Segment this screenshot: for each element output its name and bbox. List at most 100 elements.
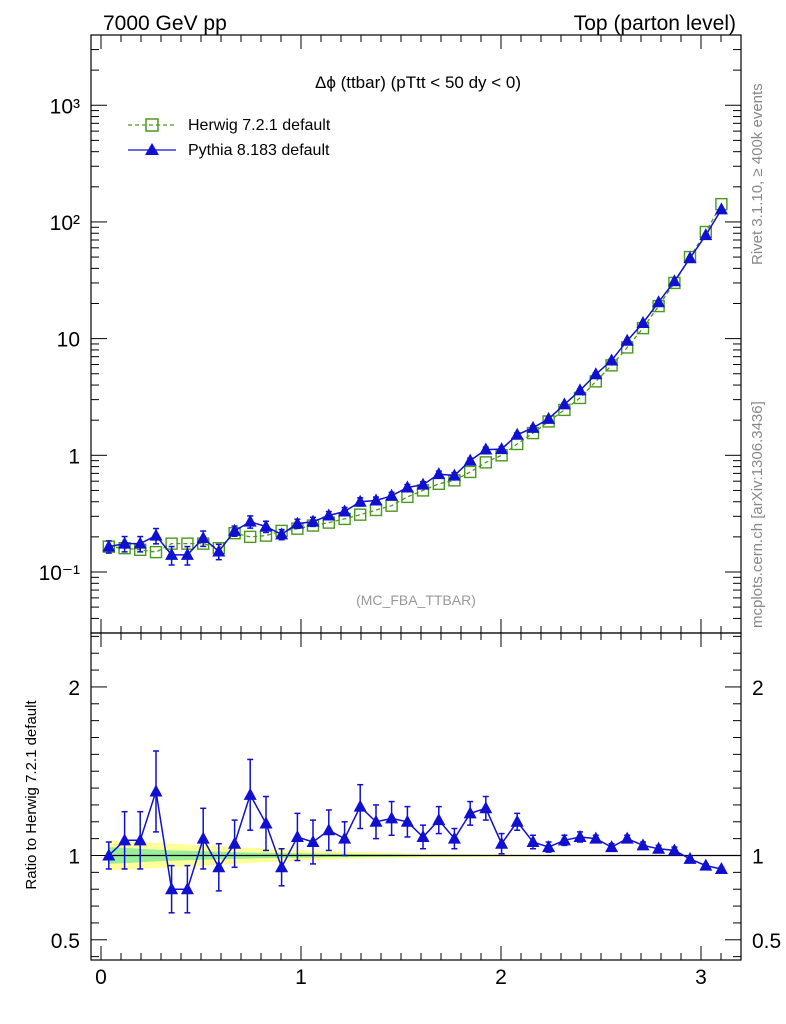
ratio-pythia-marker — [180, 882, 194, 895]
ratio-pythia-marker — [683, 851, 697, 864]
pythia-marker — [557, 397, 571, 410]
ratio-pythia-marker — [165, 882, 179, 895]
ratio-pythia-marker — [369, 814, 383, 827]
ratio-pythia-marker — [102, 848, 116, 861]
ratio-pythia-marker — [338, 831, 352, 844]
y-tick-label: 10² — [50, 212, 80, 235]
pythia-marker — [573, 383, 587, 396]
ratio-pythia-marker — [196, 831, 210, 844]
y-tick-label: 10 — [57, 329, 80, 352]
legend-marker-pythia — [145, 143, 159, 155]
x-tick-label: 1 — [295, 966, 307, 989]
pythia-marker — [495, 442, 509, 455]
x-tick-label: 2 — [495, 966, 507, 989]
ratio-pythia-marker — [400, 814, 414, 827]
ratio-pythia-marker — [447, 831, 461, 844]
ratio-y-tick-label-left: 2 — [68, 677, 80, 700]
ratio-pythia-marker — [432, 813, 446, 826]
pythia-marker — [463, 453, 477, 466]
pythia-marker — [212, 544, 226, 557]
ratio-pythia-marker — [149, 784, 163, 797]
herwig-marker — [511, 437, 524, 451]
ratio-pythia-marker — [573, 829, 587, 842]
y-tick-label: 10³ — [50, 95, 80, 118]
ratio-y-tick-label-left: 1 — [68, 845, 80, 868]
ratio-pythia-marker — [385, 811, 399, 824]
y-tick-label: 1 — [68, 445, 80, 468]
ratio-pythia-marker — [620, 831, 634, 844]
ratio-pythia-marker — [510, 814, 524, 827]
ratio-pythia-marker — [636, 838, 650, 851]
ratio-pythia-marker — [275, 860, 289, 873]
herwig-marker — [401, 490, 414, 504]
ratio-pythia-marker — [557, 833, 571, 846]
pythia-marker — [149, 528, 163, 541]
pythia-marker — [353, 494, 367, 507]
header-left: 7000 GeV pp — [103, 12, 227, 35]
pythia-marker — [683, 251, 697, 264]
ratio-ylabel: Ratio to Herwig 7.2.1 default — [23, 700, 40, 890]
herwig-marker — [479, 456, 492, 469]
ratio-pythia-marker — [463, 806, 477, 819]
mcplots-label: mcplots.cern.ch [arXiv:1306.3436] — [749, 401, 766, 628]
ratio-y-tick-label-left: 0.5 — [51, 930, 80, 953]
legend-label-herwig: Herwig 7.2.1 default — [188, 117, 331, 134]
chart-title: Δϕ (ttbar) (pTtt < 50 dy < 0) — [315, 73, 521, 92]
x-tick-label: 3 — [695, 966, 707, 989]
ratio-pythia-marker — [133, 833, 147, 846]
ratio-y-tick-label-right: 2 — [752, 677, 764, 700]
pythia-marker — [699, 228, 713, 241]
ratio-pythia-marker — [495, 836, 509, 849]
ratio-pythia-marker — [714, 861, 728, 874]
ratio-pythia-marker — [542, 840, 556, 853]
ratio-pythia-marker — [118, 833, 132, 846]
legend-marker-herwig — [145, 118, 159, 132]
pythia-marker — [636, 316, 650, 329]
herwig-marker — [149, 545, 163, 559]
pythia-marker — [243, 514, 257, 527]
pythia-marker — [196, 531, 210, 544]
ratio-pythia-marker — [243, 787, 257, 800]
pythia-marker — [180, 547, 194, 560]
ratio-y-tick-label-right: 1 — [752, 845, 764, 868]
herwig-marker — [432, 477, 445, 490]
ratio-y-tick-label-right: 0.5 — [752, 930, 781, 953]
pythia-marker — [605, 353, 619, 366]
pythia-marker — [620, 333, 634, 346]
pythia-marker — [385, 488, 399, 501]
ratio-plot-frame — [90, 632, 742, 961]
ratio-pythia-marker — [699, 858, 713, 871]
pythia-marker — [416, 477, 430, 490]
ratio-pythia-marker — [605, 840, 619, 853]
legend-label-pythia: Pythia 8.183 default — [188, 142, 330, 159]
pythia-marker — [322, 508, 336, 521]
y-tick-label: 10⁻¹ — [39, 562, 80, 585]
pythia-marker — [165, 547, 179, 560]
ratio-pythia-marker — [353, 799, 367, 812]
pythia-marker — [667, 274, 681, 287]
pythia-marker — [259, 519, 273, 532]
ratio-pythia-marker — [212, 860, 226, 873]
pythia-line — [108, 209, 723, 556]
pythia-marker — [102, 539, 116, 552]
pythia-marker — [479, 442, 493, 455]
pythia-marker — [338, 504, 352, 517]
pythia-marker — [228, 523, 242, 536]
ratio-pythia-marker — [416, 829, 430, 842]
ratio-pythia-marker — [259, 816, 273, 829]
watermark-label: (MC_FBA_TTBAR) — [356, 592, 476, 608]
herwig-marker — [243, 530, 257, 544]
ratio-pythia-line — [108, 791, 722, 890]
herwig-marker — [354, 508, 367, 521]
pythia-marker — [542, 411, 556, 424]
pythia-marker — [432, 467, 446, 480]
pythia-marker — [447, 468, 461, 481]
herwig-marker — [369, 503, 383, 517]
herwig-marker — [464, 465, 477, 479]
pythia-marker — [290, 516, 304, 529]
pythia-marker — [275, 527, 289, 540]
ratio-pythia-marker — [667, 843, 681, 856]
header-right: Top (parton level) — [574, 12, 736, 35]
ratio-pythia-marker — [479, 801, 493, 814]
